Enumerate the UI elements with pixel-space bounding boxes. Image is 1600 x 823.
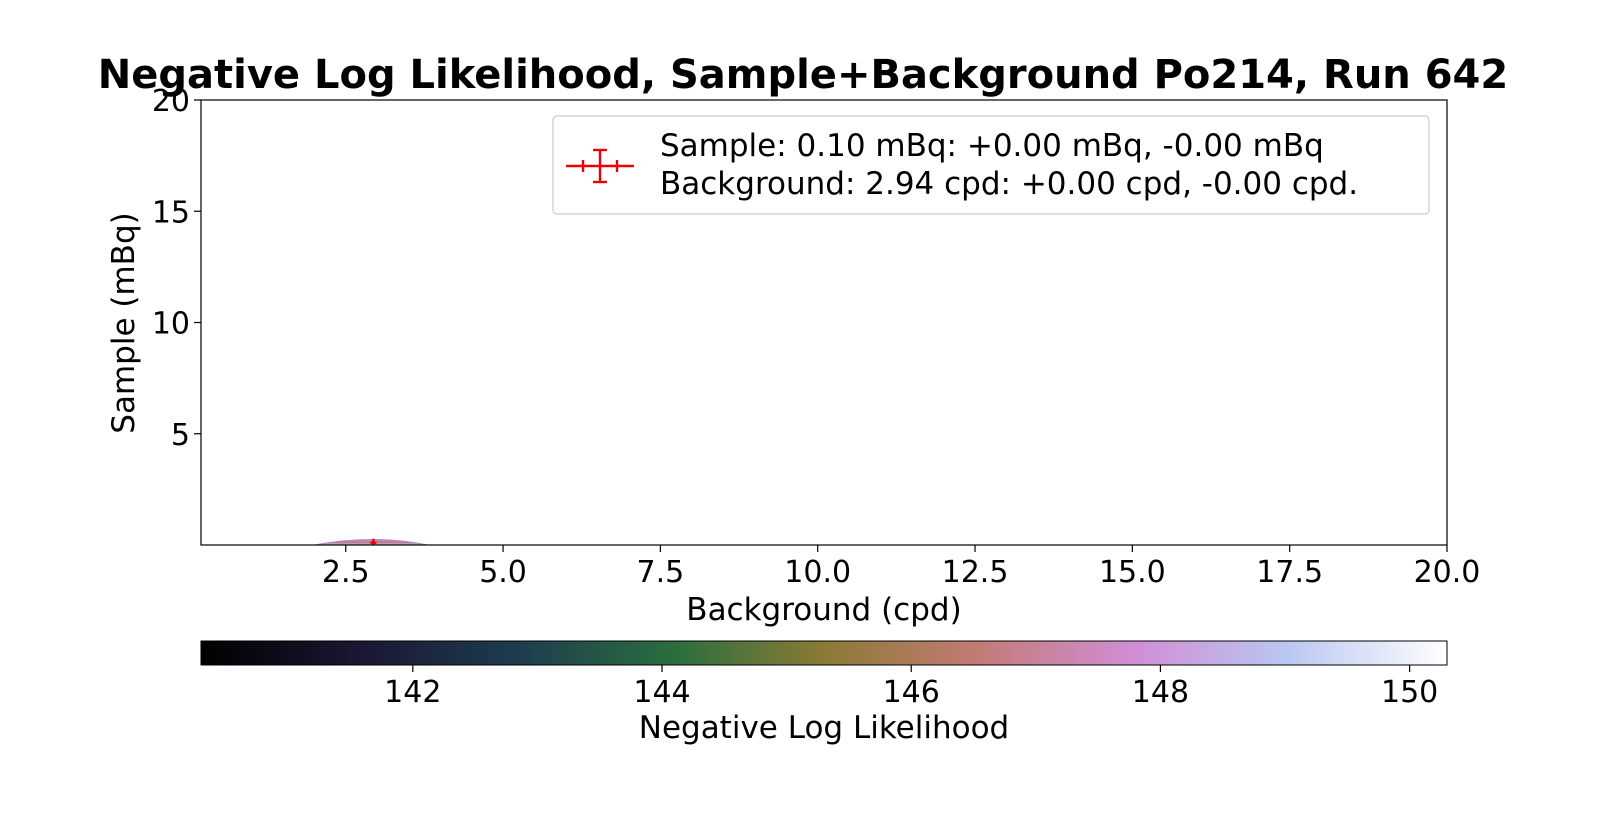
legend-box bbox=[552, 115, 1430, 215]
colorbar-axis: 142 144 146 148 150 bbox=[384, 665, 1438, 710]
colorbar-label: Negative Log Likelihood bbox=[639, 710, 1010, 746]
chart-title: Negative Log Likelihood, Sample+Backgrou… bbox=[98, 52, 1508, 98]
x-axis: 2.5 5.0 7.5 10.0 12.5 15.0 17.5 20.0 bbox=[322, 545, 1481, 590]
y-axis: 5 10 15 20 bbox=[152, 84, 201, 453]
legend-line-sample: Sample: 0.10 mBq: +0.00 mBq, -0.00 mBq bbox=[660, 128, 1324, 164]
colorbar-tick-label: 150 bbox=[1381, 675, 1438, 710]
x-tick-label: 20.0 bbox=[1414, 555, 1481, 590]
y-tick-label: 15 bbox=[152, 195, 190, 230]
best-fit-marker-group bbox=[370, 538, 377, 545]
x-tick-label: 10.0 bbox=[784, 555, 851, 590]
colorbar-tick-label: 144 bbox=[633, 675, 690, 710]
colorbar-tick-label: 142 bbox=[384, 675, 441, 710]
x-axis-label: Background (cpd) bbox=[686, 592, 961, 628]
x-tick-label: 5.0 bbox=[479, 555, 527, 590]
x-tick-label: 17.5 bbox=[1256, 555, 1323, 590]
x-tick-label: 2.5 bbox=[322, 555, 370, 590]
legend: Sample: 0.10 mBq: +0.00 mBq, -0.00 mBq B… bbox=[552, 115, 1430, 215]
y-tick-label: 10 bbox=[152, 307, 190, 342]
y-tick-label: 20 bbox=[152, 84, 190, 119]
x-tick-label: 15.0 bbox=[1099, 555, 1166, 590]
y-axis-label: Sample (mBq) bbox=[106, 212, 142, 433]
legend-marker-icon bbox=[566, 148, 634, 184]
x-tick-label: 12.5 bbox=[942, 555, 1009, 590]
colorbar-tick-label: 146 bbox=[883, 675, 940, 710]
legend-line-background: Background: 2.94 cpd: +0.00 cpd, -0.00 c… bbox=[660, 166, 1358, 202]
y-tick-label: 5 bbox=[171, 418, 190, 453]
colorbar-tick-label: 148 bbox=[1132, 675, 1189, 710]
x-tick-label: 7.5 bbox=[637, 555, 685, 590]
colorbar bbox=[200, 640, 1448, 666]
